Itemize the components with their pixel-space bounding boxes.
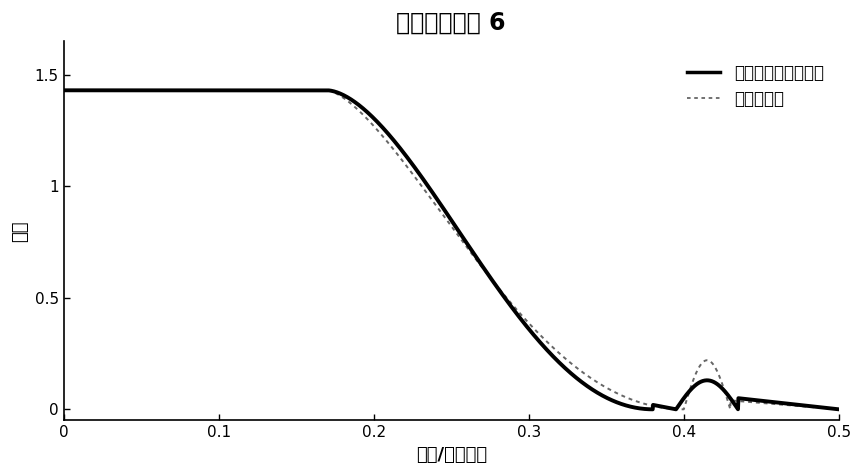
X-axis label: 频率/采样频率: 频率/采样频率 [415, 446, 486, 464]
Y-axis label: 幅值: 幅值 [11, 220, 29, 242]
Legend: 一本发明提出的方法, 一遗传算法: 一本发明提出的方法, 一遗传算法 [679, 57, 829, 115]
Title: 滤波器长度为 6: 滤波器长度为 6 [396, 11, 505, 35]
